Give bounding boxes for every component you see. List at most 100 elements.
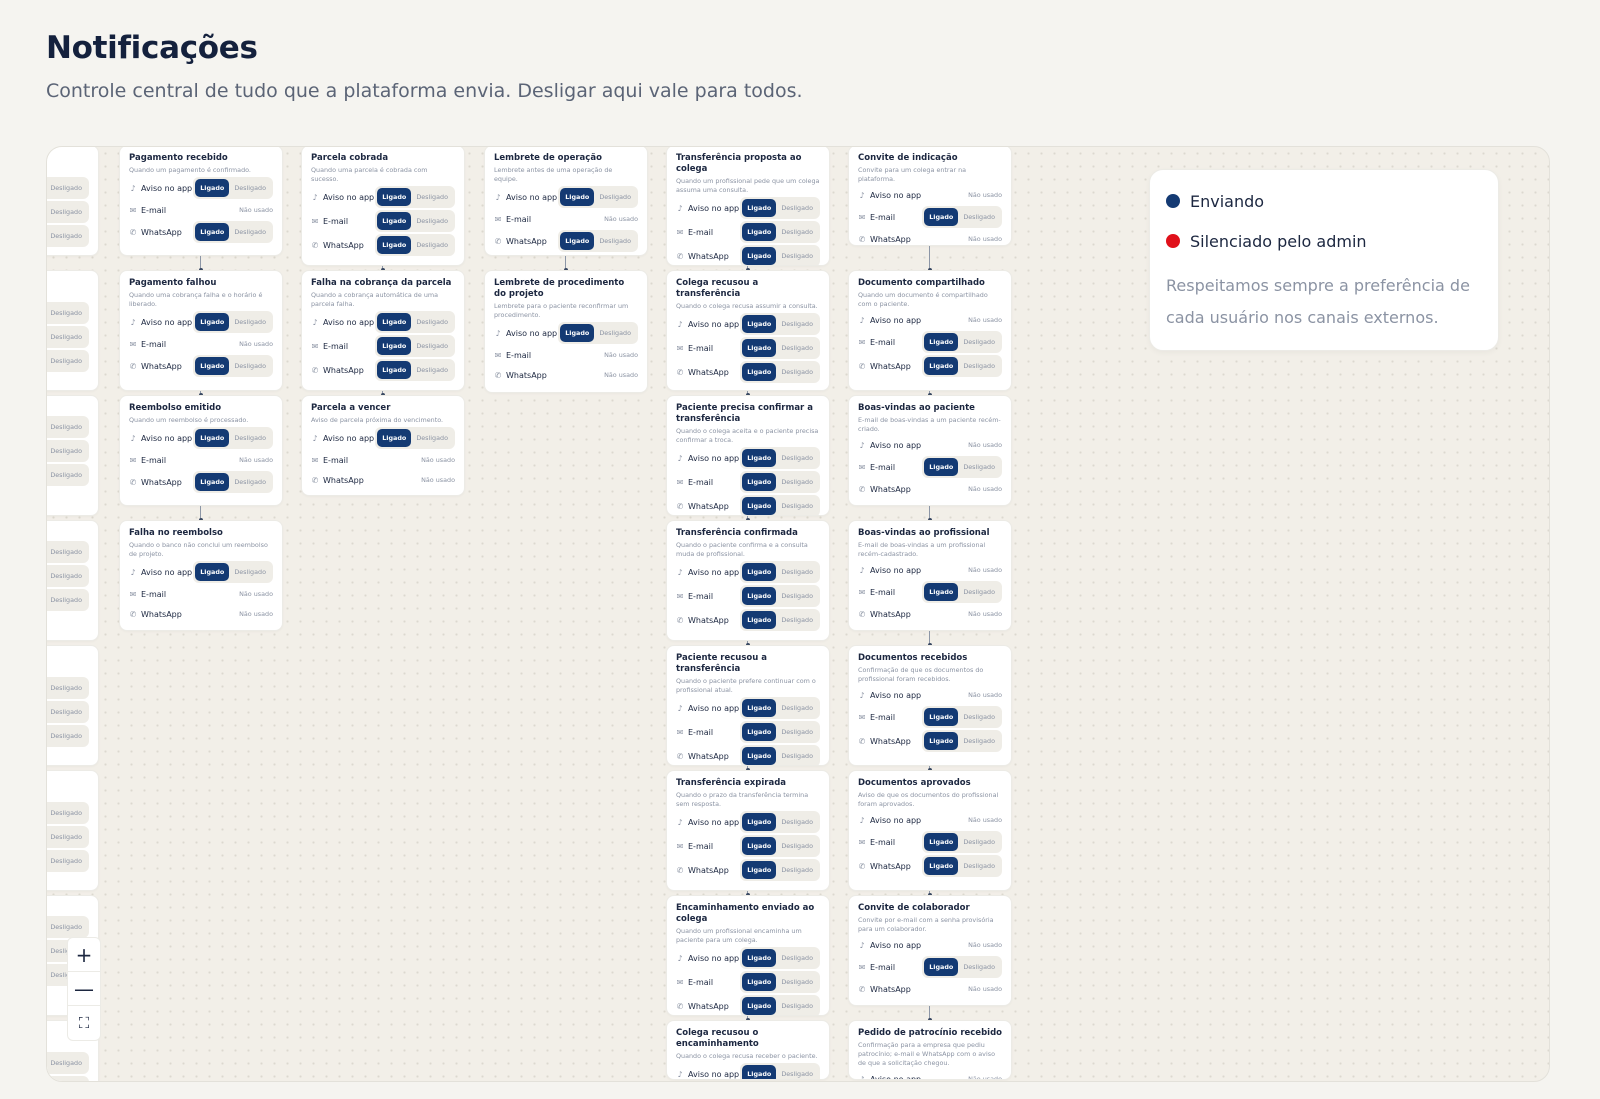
toggle-on-option[interactable]: Ligado [924,708,959,726]
toggle-on-option[interactable]: Ligado [742,497,777,515]
toggle-on-option[interactable]: Ligado [377,212,412,230]
toggle-off-option[interactable]: Desligado [50,923,82,931]
toggle-off-option[interactable]: Desligado [963,737,995,745]
toggle-on-option[interactable]: Ligado [742,699,777,717]
toggle-on-option[interactable]: Ligado [924,583,959,601]
toggle-off-option[interactable]: Desligado [50,447,82,455]
toggle-off-option[interactable]: Desligado [963,862,995,870]
toggle-on-option[interactable]: Ligado [742,997,777,1015]
notification-flow-canvas[interactable]: kaa consulta.♪Aviso no appLigadoDesligad… [46,146,1550,1082]
toggle-off-option[interactable]: Desligado [781,1002,813,1010]
toggle-off-option[interactable]: Desligado [781,568,813,576]
toggle-off-option[interactable]: Desligado [781,320,813,328]
toggle-on-option[interactable]: Ligado [195,563,230,581]
toggle-on-option[interactable]: Ligado [377,313,412,331]
toggle-on-option[interactable]: Ligado [742,747,777,765]
toggle-on-option[interactable]: Ligado [742,837,777,855]
toggle-off-option[interactable]: Desligado [50,333,82,341]
toggle-on-option[interactable]: Ligado [377,429,412,447]
toggle-off-option[interactable]: Desligado [234,478,266,486]
toggle-on-option[interactable]: Ligado [924,208,959,226]
toggle-on-option[interactable]: Ligado [742,473,777,491]
toggle-on-option[interactable]: Ligado [742,813,777,831]
toggle-off-option[interactable]: Desligado [781,616,813,624]
toggle-on-option[interactable]: Ligado [742,449,777,467]
toggle-off-option[interactable]: Desligado [234,434,266,442]
toggle-off-option[interactable]: Desligado [47,966,87,984]
toggle-off-option[interactable]: Desligado [416,342,448,350]
toggle-on-option[interactable]: Ligado [924,833,959,851]
toggle-off-option[interactable]: Desligado [50,572,82,580]
toggle-off-option[interactable]: Desligado [781,502,813,510]
toggle-off-option[interactable]: Desligado [50,208,82,216]
toggle-off-option[interactable]: Desligado [416,366,448,374]
toggle-off-option[interactable]: Desligado [50,471,82,479]
toggle-on-option[interactable]: Ligado [742,223,777,241]
toggle-off-option[interactable]: Desligado [781,818,813,826]
zoom-in-button[interactable]: + [68,938,100,972]
toggle-off-option[interactable]: Desligado [50,232,82,240]
toggle-off-option[interactable]: Desligado [963,713,995,721]
toggle-on-option[interactable]: Ligado [195,429,230,447]
toggle-on-option[interactable]: Ligado [924,857,959,875]
toggle-on-option[interactable]: Ligado [742,587,777,605]
toggle-off-option[interactable]: Desligado [50,708,82,716]
toggle-off-option[interactable]: Desligado [781,1070,813,1078]
toggle-on-option[interactable]: Ligado [742,563,777,581]
zoom-out-button[interactable]: — [68,972,100,1006]
toggle-off-option[interactable]: Desligado [50,596,82,604]
toggle-on-option[interactable]: Ligado [377,337,412,355]
toggle-on-option[interactable]: Ligado [742,973,777,991]
toggle-off-option[interactable]: Desligado [781,344,813,352]
toggle-on-option[interactable]: Ligado [195,223,230,241]
toggle-off-option[interactable]: Desligado [50,548,82,556]
toggle-off-option[interactable]: Desligado [963,963,995,971]
toggle-on-option[interactable]: Ligado [742,247,777,265]
toggle-off-option[interactable]: Desligado [781,704,813,712]
toggle-off-option[interactable]: Desligado [781,954,813,962]
toggle-off-option[interactable]: Desligado [416,318,448,326]
toggle-off-option[interactable]: Desligado [50,309,82,317]
toggle-off-option[interactable]: Desligado [963,463,995,471]
toggle-off-option[interactable]: Desligado [50,423,82,431]
toggle-off-option[interactable]: Desligado [234,228,266,236]
toggle-off-option[interactable]: Desligado [781,204,813,212]
toggle-off-option[interactable]: Desligado [50,684,82,692]
toggle-off-option[interactable]: Desligado [47,1078,87,1081]
toggle-off-option[interactable]: Desligado [781,228,813,236]
toggle-on-option[interactable]: Ligado [377,361,412,379]
toggle-on-option[interactable]: Ligado [742,315,777,333]
toggle-on-option[interactable]: Ligado [924,958,959,976]
toggle-off-option[interactable]: Desligado [416,193,448,201]
toggle-off-option[interactable]: Desligado [234,318,266,326]
toggle-on-option[interactable]: Ligado [560,324,595,342]
toggle-off-option[interactable]: Desligado [781,842,813,850]
toggle-on-option[interactable]: Ligado [377,188,412,206]
toggle-off-option[interactable]: Desligado [599,193,631,201]
toggle-on-option[interactable]: Ligado [195,313,230,331]
toggle-on-option[interactable]: Ligado [560,188,595,206]
toggle-off-option[interactable]: Desligado [50,732,82,740]
toggle-on-option[interactable]: Ligado [195,357,230,375]
toggle-off-option[interactable]: Desligado [781,978,813,986]
toggle-on-option[interactable]: Ligado [377,236,412,254]
toggle-off-option[interactable]: Desligado [599,237,631,245]
toggle-off-option[interactable]: Desligado [50,184,82,192]
toggle-off-option[interactable]: Desligado [234,568,266,576]
fit-view-button[interactable]: ⛶ [78,1014,90,1032]
toggle-off-option[interactable]: Desligado [781,728,813,736]
toggle-off-option[interactable]: Desligado [963,838,995,846]
toggle-on-option[interactable]: Ligado [742,199,777,217]
toggle-on-option[interactable]: Ligado [742,363,777,381]
toggle-on-option[interactable]: Ligado [560,232,595,250]
toggle-off-option[interactable]: Desligado [47,942,87,960]
toggle-off-option[interactable]: Desligado [416,217,448,225]
toggle-off-option[interactable]: Desligado [781,368,813,376]
toggle-on-option[interactable]: Ligado [742,611,777,629]
toggle-off-option[interactable]: Desligado [963,588,995,596]
toggle-off-option[interactable]: Desligado [781,252,813,260]
toggle-on-option[interactable]: Ligado [195,179,230,197]
toggle-on-option[interactable]: Ligado [924,458,959,476]
toggle-on-option[interactable]: Ligado [195,473,230,491]
toggle-on-option[interactable]: Ligado [742,723,777,741]
